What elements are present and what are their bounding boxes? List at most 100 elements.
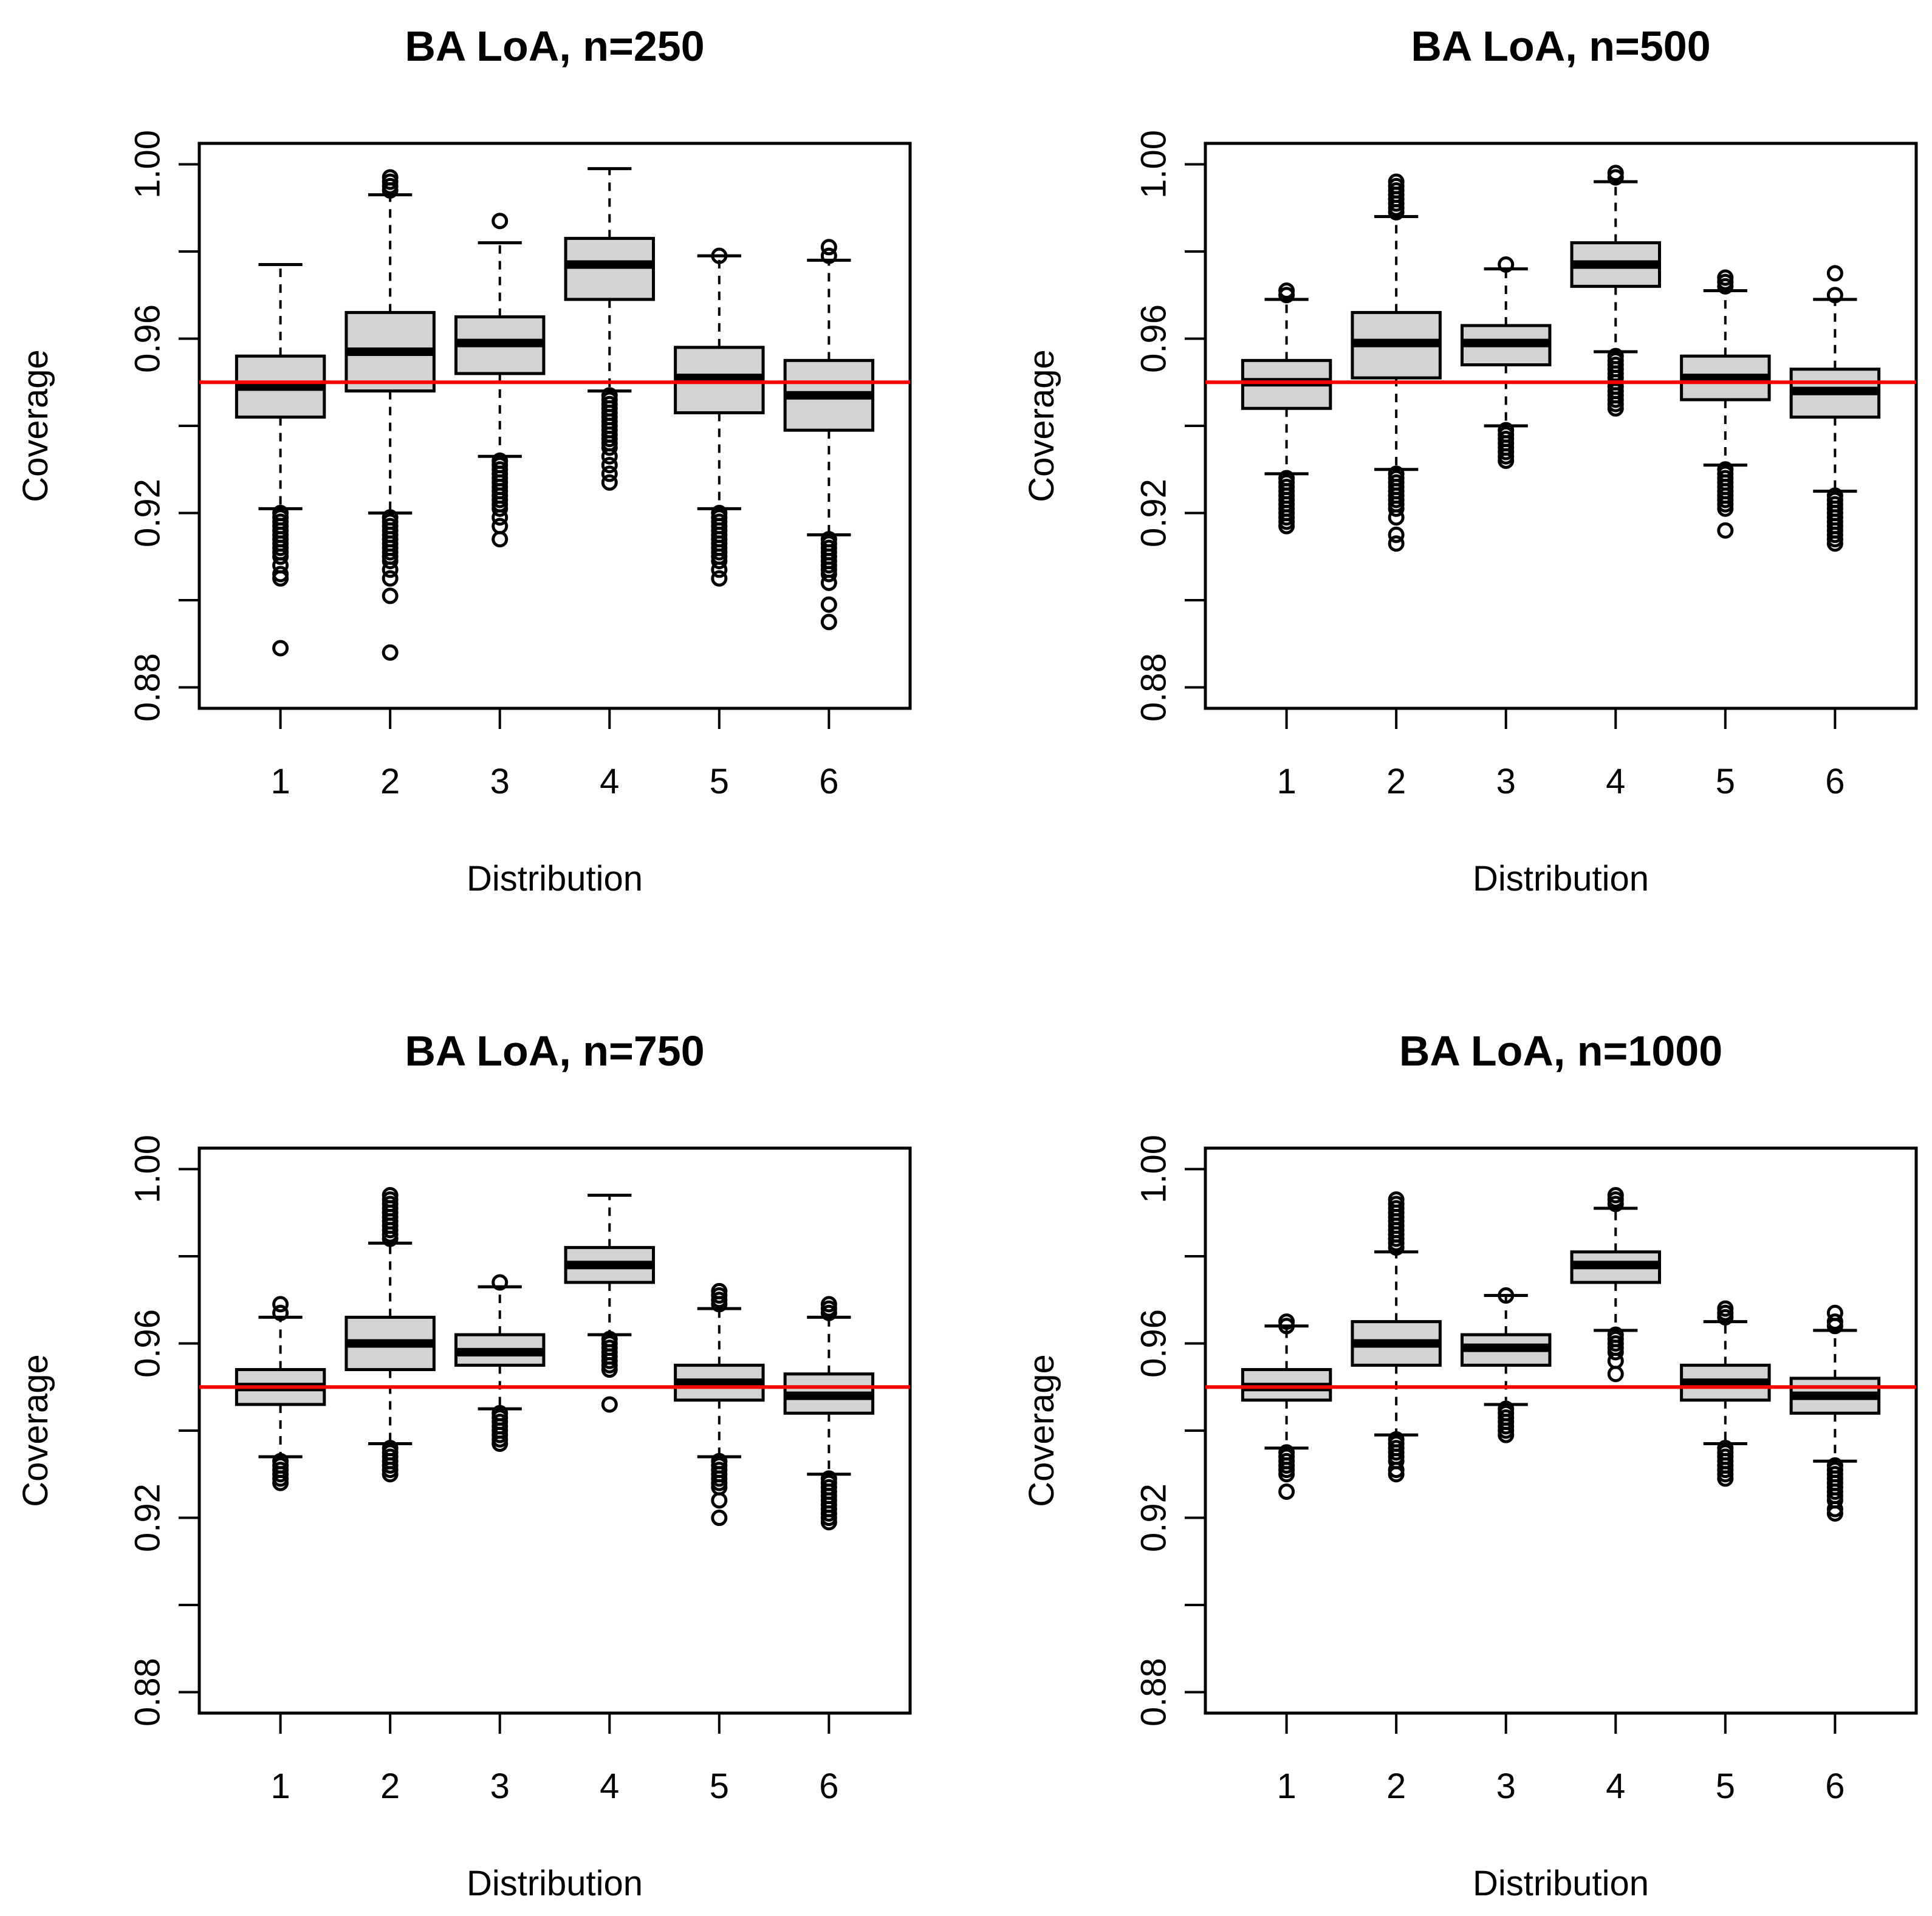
outlier-point [272, 566, 289, 583]
y-tick-label: 0.96 [1134, 1309, 1174, 1378]
outlier-point [492, 518, 509, 535]
outlier-point [492, 531, 509, 548]
outlier-point [601, 387, 618, 404]
outlier-point [382, 1187, 399, 1203]
x-axis-label: Distribution [1473, 859, 1649, 898]
panel-n250: BA LoA, n=250 Distribution Coverage 0.88… [16, 22, 912, 898]
x-tick-label: 3 [490, 1767, 510, 1806]
x-tick-label: 1 [1276, 1767, 1296, 1806]
box-3 [454, 1274, 546, 1452]
x-tick-label: 3 [490, 762, 510, 801]
y-tick-label: 1.00 [128, 1135, 168, 1203]
outlier-point [1717, 269, 1734, 286]
box-4 [1570, 1187, 1662, 1383]
outlier-point [601, 457, 618, 474]
outlier-point [711, 1452, 728, 1470]
outlier-point [272, 1452, 289, 1470]
box-5 [1680, 1300, 1771, 1487]
outlier-point [601, 1330, 618, 1347]
x-tick-label: 5 [1716, 762, 1735, 801]
x-tick-label: 1 [270, 1767, 290, 1806]
outlier-point [1826, 1457, 1843, 1474]
outlier-point [1388, 173, 1405, 190]
y-tick-label: 0.88 [128, 1658, 168, 1726]
outlier-point [1607, 347, 1624, 364]
box-iqr [564, 236, 655, 301]
outlier-point [382, 509, 399, 526]
outlier-point [492, 1404, 509, 1422]
x-tick-label: 6 [1825, 762, 1845, 801]
outlier-point [1826, 265, 1843, 282]
box-5 [674, 247, 765, 587]
box-5 [1680, 269, 1771, 539]
outlier-point [1388, 535, 1405, 552]
x-tick-label: 3 [1496, 1767, 1516, 1806]
outlier-point [1278, 1444, 1295, 1461]
box-4 [564, 167, 655, 491]
box-2 [344, 169, 436, 661]
x-tick-label: 5 [710, 762, 729, 801]
outlier-point [1607, 1366, 1624, 1383]
outlier-point [1388, 1431, 1405, 1448]
box-1 [1241, 282, 1332, 535]
panel-title: BA LoA, n=1000 [1399, 1027, 1722, 1075]
box-6 [783, 1296, 875, 1531]
outlier-point [272, 505, 289, 522]
outlier-point [711, 1492, 728, 1509]
outlier-point [1498, 1400, 1515, 1417]
x-tick-label: 6 [819, 1767, 838, 1806]
outlier-point [1826, 1304, 1843, 1321]
outlier-point [1826, 487, 1843, 504]
outlier-point [711, 505, 728, 522]
outlier-point [272, 1304, 289, 1321]
outlier-point [601, 1396, 618, 1413]
x-tick-label: 4 [600, 762, 619, 801]
box-5 [674, 1282, 765, 1527]
x-tick-label: 4 [1606, 1767, 1625, 1806]
outlier-point [1607, 165, 1624, 182]
x-tick-label: 2 [1386, 1767, 1406, 1806]
x-axis-label: Distribution [467, 859, 643, 898]
outlier-point [711, 1510, 728, 1527]
box-4 [564, 1194, 655, 1413]
box-6 [1789, 1304, 1881, 1522]
outlier-point [1826, 1313, 1843, 1330]
y-tick-label: 0.92 [1134, 479, 1174, 547]
y-tick-label: 0.92 [1134, 1483, 1174, 1552]
outlier-point [272, 640, 289, 657]
outlier-point [272, 1296, 289, 1313]
x-tick-label: 5 [1716, 1767, 1735, 1806]
y-axis-label: Coverage [1022, 1354, 1061, 1507]
outlier-point [1278, 1483, 1295, 1500]
y-tick-label: 0.96 [128, 304, 168, 373]
y-tick-label: 1.00 [128, 130, 168, 199]
panel-title: BA LoA, n=500 [1411, 22, 1710, 70]
y-tick-label: 1.00 [1134, 1135, 1174, 1203]
outlier-point [1717, 461, 1734, 478]
x-tick-label: 4 [600, 1767, 619, 1806]
outlier-point [1717, 1300, 1734, 1317]
outlier-point [382, 1440, 399, 1457]
outlier-point [382, 644, 399, 661]
outlier-point [1498, 256, 1515, 273]
outlier-point [1717, 522, 1734, 539]
x-tick-label: 2 [380, 1767, 400, 1806]
outlier-point [1278, 1313, 1295, 1330]
plot-frame [1204, 142, 1918, 710]
y-tick-label: 0.96 [128, 1309, 168, 1378]
box-3 [1461, 256, 1552, 469]
x-tick-label: 6 [1825, 1767, 1845, 1806]
y-axis-label: Coverage [1022, 349, 1061, 502]
box-1 [235, 262, 326, 657]
outlier-point [820, 1296, 837, 1313]
outlier-point [1278, 282, 1295, 299]
outlier-point [820, 239, 837, 256]
x-tick-label: 1 [270, 762, 290, 801]
outlier-point [1388, 1191, 1405, 1208]
y-tick-label: 0.92 [128, 479, 168, 547]
outlier-point [1607, 1187, 1624, 1203]
x-axis-label: Distribution [1473, 1864, 1649, 1903]
box-3 [1461, 1287, 1552, 1443]
box-4 [1570, 165, 1662, 417]
